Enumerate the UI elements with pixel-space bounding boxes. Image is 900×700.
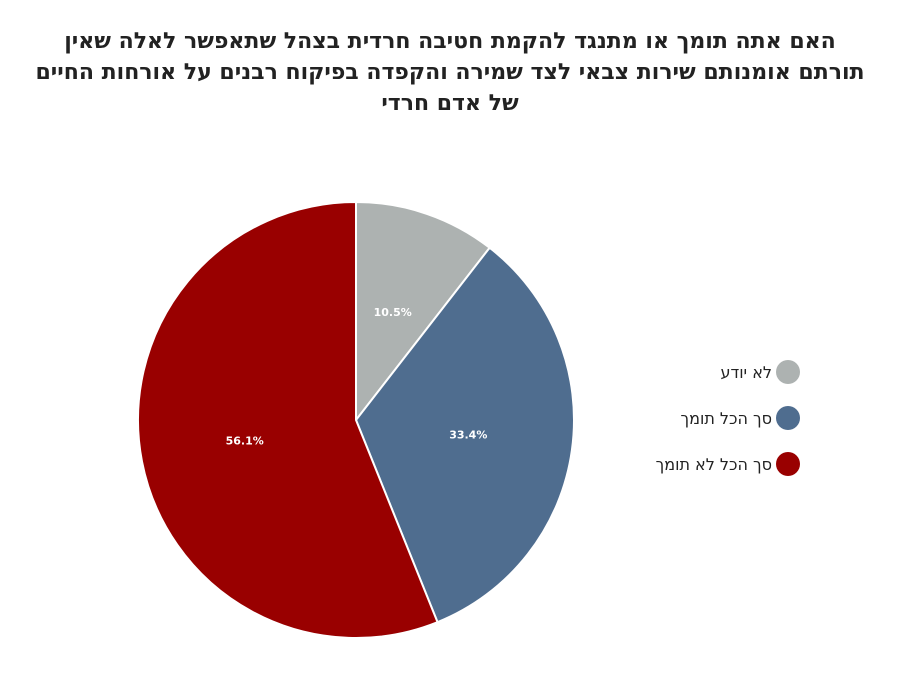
pie-slice-1 [354, 246, 575, 624]
legend: לא יודע סך הכל תומך סך הכל לא תומך [656, 360, 800, 498]
pie-slice-label-2: 56.1% [226, 435, 264, 448]
legend-item-1: סך הכל תומך [656, 406, 800, 430]
legend-label-2: סך הכל לא תומך [655, 454, 772, 474]
legend-swatch-1 [776, 406, 800, 430]
legend-item-0: לא יודע [656, 360, 800, 384]
legend-item-2: סך הכל לא תומך [656, 452, 800, 476]
legend-swatch-0 [776, 360, 800, 384]
legend-label-0: לא יודע [720, 362, 772, 382]
pie-slice-label-1: 33.4% [449, 429, 487, 442]
chart-title: האם אתה תומך או מתנגד להקמת חטיבה חרדית … [35, 29, 865, 116]
pie-slice-label-0: 10.5% [374, 306, 412, 319]
legend-label-1: סך הכל תומך [680, 408, 773, 428]
pie-slice-2 [137, 200, 439, 639]
pie-slice-0 [355, 200, 492, 423]
legend-swatch-2 [776, 452, 800, 476]
